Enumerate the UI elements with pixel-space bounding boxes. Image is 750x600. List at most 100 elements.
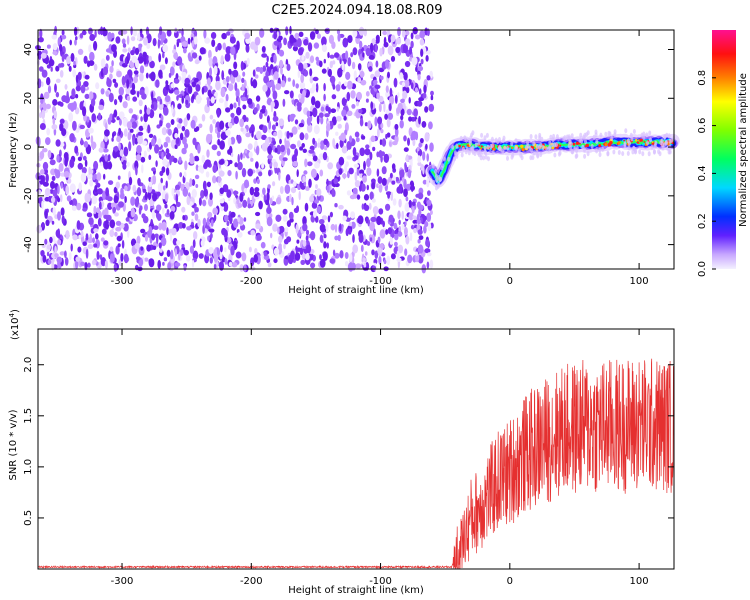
noise-speck	[235, 88, 240, 99]
noise-speck	[201, 154, 206, 164]
ridge-halo	[529, 155, 533, 161]
ridge-halo	[432, 179, 436, 185]
ridge-halo	[539, 152, 543, 158]
noise-speck	[353, 155, 359, 161]
noise-speck	[125, 85, 131, 95]
noise-speck	[316, 205, 322, 214]
noise-speck	[202, 180, 207, 191]
noise-speck	[373, 258, 378, 265]
noise-speck	[241, 77, 245, 83]
noise-speck	[338, 204, 344, 210]
noise-speck	[233, 115, 239, 125]
colorbar-tick-label: 0.6	[697, 118, 708, 134]
noise-speck	[420, 48, 424, 57]
noise-speck	[170, 119, 175, 125]
noise-speck	[198, 197, 202, 206]
noise-speck	[206, 133, 212, 144]
noise-speck	[289, 90, 294, 99]
noise-speck	[192, 239, 196, 249]
noise-speck	[387, 71, 390, 79]
noise-speck	[197, 165, 204, 173]
noise-speck	[112, 132, 115, 139]
noise-speck	[105, 122, 108, 130]
noise-speck	[42, 148, 48, 153]
noise-speck	[258, 171, 263, 177]
noise-speck	[233, 190, 239, 195]
noise-speck	[195, 94, 202, 104]
noise-speck	[250, 229, 256, 236]
noise-speck	[123, 223, 129, 232]
ridge-halo	[612, 149, 616, 155]
noise-speck	[385, 59, 390, 69]
noise-speck	[93, 228, 99, 233]
noise-speck	[91, 195, 98, 205]
ridge-halo	[621, 151, 625, 157]
ridge-halo	[663, 134, 667, 140]
ridge-halo	[568, 139, 572, 145]
noise-speck	[77, 48, 84, 56]
noise-speck	[259, 28, 265, 38]
ridge-halo	[431, 163, 435, 169]
bottom-x-ticks: -300 -200 -100 0 100	[111, 329, 649, 587]
noise-speck	[67, 178, 72, 184]
noise-speck	[118, 111, 125, 119]
noise-speck	[389, 141, 392, 147]
noise-speck	[100, 26, 104, 36]
noise-speck	[132, 96, 138, 102]
noise-speck	[169, 232, 173, 242]
noise-speck	[92, 237, 95, 244]
noise-speck	[411, 201, 416, 207]
noise-speck	[313, 210, 317, 218]
noise-speck	[254, 74, 259, 79]
noise-speck	[271, 195, 275, 200]
noise-speck	[234, 162, 238, 168]
noise-speck	[40, 169, 45, 175]
ridge-peak	[634, 139, 638, 142]
noise-speck	[102, 28, 108, 37]
noise-speck	[81, 30, 87, 36]
noise-speck	[143, 112, 148, 123]
noise-speck	[234, 82, 238, 91]
noise-speck	[351, 61, 356, 70]
noise-speck	[386, 255, 391, 266]
ridge-halo	[541, 145, 545, 150]
ridge-peak	[636, 141, 639, 144]
noise-speck	[315, 184, 318, 189]
noise-speck	[210, 32, 217, 39]
noise-speck	[280, 67, 283, 75]
noise-speck	[355, 137, 360, 143]
ridge-halo	[575, 153, 579, 159]
noise-speck	[140, 228, 146, 234]
noise-speck	[424, 248, 431, 254]
noise-speck	[209, 114, 214, 120]
colorbar-tick-label: 0.0	[697, 261, 708, 277]
noise-speck	[211, 144, 218, 151]
noise-speck	[215, 75, 220, 83]
noise-speck	[213, 264, 217, 269]
noise-speck	[105, 91, 110, 97]
noise-speck	[270, 104, 274, 113]
noise-speck	[114, 99, 118, 106]
noise-speck	[93, 63, 98, 71]
noise-speck	[316, 33, 322, 39]
noise-speck	[113, 264, 118, 272]
noise-speck	[237, 203, 243, 208]
noise-speck	[315, 82, 319, 93]
noise-speck	[408, 97, 411, 104]
noise-speck	[64, 250, 67, 259]
noise-speck	[280, 80, 286, 88]
noise-speck	[397, 92, 400, 98]
noise-speck	[282, 157, 288, 162]
noise-speck	[158, 53, 162, 63]
noise-speck	[326, 242, 330, 249]
noise-speck	[165, 136, 171, 143]
noise-speck	[261, 53, 268, 58]
noise-speck	[111, 137, 114, 142]
noise-speck	[221, 32, 227, 40]
noise-speck	[390, 34, 396, 43]
noise-speck	[146, 107, 151, 115]
spectrogram-frame	[37, 29, 675, 270]
noise-speck	[162, 52, 165, 59]
noise-speck	[219, 120, 225, 130]
noise-speck	[208, 57, 213, 67]
